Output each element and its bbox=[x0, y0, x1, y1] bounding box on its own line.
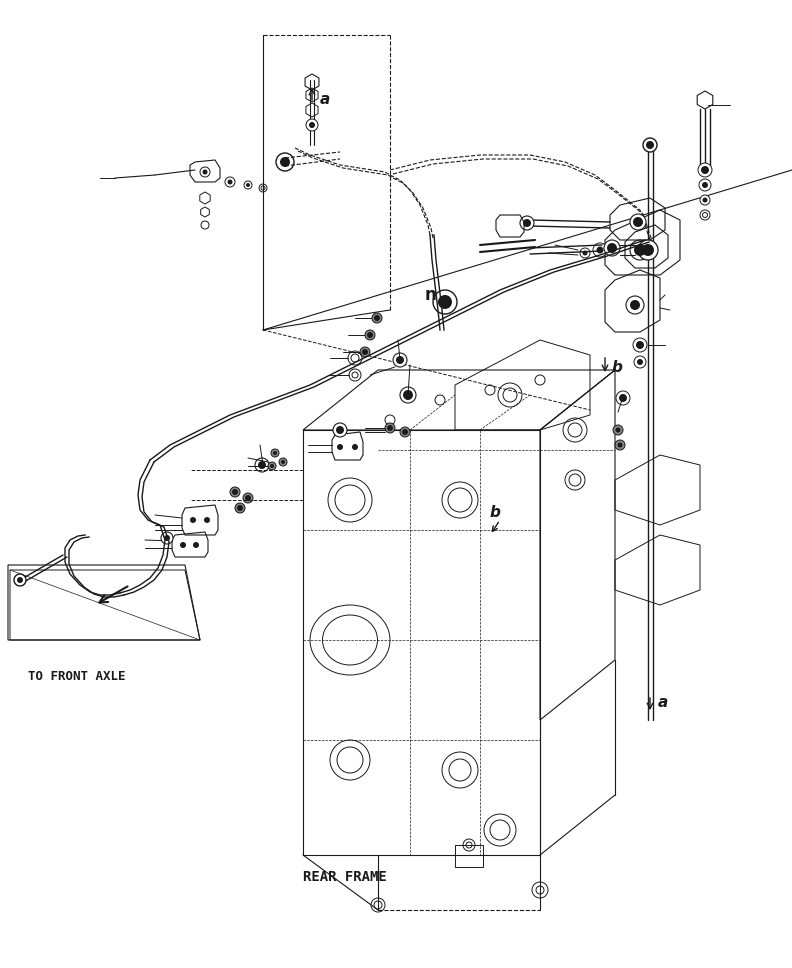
Circle shape bbox=[699, 179, 711, 191]
Circle shape bbox=[400, 427, 410, 437]
Circle shape bbox=[336, 426, 344, 434]
Circle shape bbox=[203, 169, 208, 174]
Circle shape bbox=[271, 449, 279, 457]
Circle shape bbox=[703, 197, 707, 202]
Circle shape bbox=[258, 461, 266, 469]
Circle shape bbox=[633, 217, 643, 227]
Circle shape bbox=[161, 532, 173, 544]
Circle shape bbox=[630, 300, 640, 310]
Circle shape bbox=[433, 290, 457, 314]
Circle shape bbox=[237, 505, 243, 511]
Circle shape bbox=[235, 503, 245, 513]
Circle shape bbox=[374, 315, 380, 321]
Circle shape bbox=[701, 166, 709, 174]
Circle shape bbox=[306, 119, 318, 131]
Circle shape bbox=[244, 181, 252, 189]
Circle shape bbox=[642, 244, 654, 256]
Circle shape bbox=[230, 487, 240, 497]
Text: b: b bbox=[612, 360, 623, 375]
Circle shape bbox=[636, 341, 644, 349]
Circle shape bbox=[385, 423, 395, 433]
Circle shape bbox=[352, 444, 358, 450]
Circle shape bbox=[596, 247, 604, 254]
Circle shape bbox=[367, 332, 373, 338]
Circle shape bbox=[700, 195, 710, 205]
Circle shape bbox=[615, 428, 620, 433]
Circle shape bbox=[362, 349, 368, 355]
Text: REAR FRAME: REAR FRAME bbox=[303, 870, 386, 884]
Circle shape bbox=[637, 359, 643, 365]
Circle shape bbox=[372, 313, 382, 323]
Circle shape bbox=[14, 574, 26, 586]
Circle shape bbox=[523, 219, 531, 227]
Circle shape bbox=[633, 338, 647, 352]
Circle shape bbox=[365, 330, 375, 340]
Bar bbox=[455, 845, 483, 867]
Circle shape bbox=[227, 179, 233, 185]
Circle shape bbox=[270, 464, 274, 468]
Circle shape bbox=[438, 295, 452, 309]
Circle shape bbox=[634, 356, 646, 368]
Circle shape bbox=[646, 141, 654, 149]
Circle shape bbox=[580, 248, 590, 258]
Circle shape bbox=[333, 423, 347, 437]
Circle shape bbox=[618, 442, 623, 447]
Circle shape bbox=[604, 240, 620, 256]
Circle shape bbox=[630, 214, 646, 230]
Circle shape bbox=[698, 163, 712, 177]
Circle shape bbox=[279, 458, 287, 466]
Circle shape bbox=[643, 138, 657, 152]
Circle shape bbox=[607, 243, 617, 253]
Circle shape bbox=[613, 425, 623, 435]
Circle shape bbox=[190, 517, 196, 523]
Circle shape bbox=[393, 353, 407, 367]
Circle shape bbox=[273, 451, 277, 455]
Circle shape bbox=[200, 167, 210, 177]
Circle shape bbox=[225, 177, 235, 187]
Circle shape bbox=[17, 577, 23, 583]
Circle shape bbox=[243, 493, 253, 503]
Circle shape bbox=[268, 462, 276, 470]
Circle shape bbox=[164, 535, 170, 541]
Circle shape bbox=[255, 458, 269, 472]
Circle shape bbox=[204, 517, 210, 523]
Circle shape bbox=[615, 440, 625, 450]
Circle shape bbox=[630, 240, 650, 260]
Circle shape bbox=[180, 542, 186, 548]
Circle shape bbox=[281, 460, 285, 464]
Circle shape bbox=[246, 183, 250, 187]
Circle shape bbox=[402, 429, 408, 435]
Circle shape bbox=[337, 444, 343, 450]
Circle shape bbox=[702, 182, 708, 188]
Circle shape bbox=[626, 296, 644, 314]
Circle shape bbox=[400, 387, 416, 403]
Circle shape bbox=[245, 495, 251, 501]
Circle shape bbox=[616, 391, 630, 405]
Circle shape bbox=[193, 542, 199, 548]
Text: TO FRONT AXLE: TO FRONT AXLE bbox=[28, 670, 125, 683]
Circle shape bbox=[396, 356, 404, 364]
Circle shape bbox=[309, 122, 315, 128]
Circle shape bbox=[387, 425, 393, 431]
Circle shape bbox=[403, 390, 413, 400]
Circle shape bbox=[276, 153, 294, 171]
Circle shape bbox=[280, 157, 290, 167]
Circle shape bbox=[634, 244, 646, 256]
Circle shape bbox=[360, 347, 370, 357]
Circle shape bbox=[582, 251, 588, 256]
Circle shape bbox=[619, 394, 627, 402]
Text: n: n bbox=[425, 286, 436, 304]
Circle shape bbox=[232, 489, 238, 495]
Circle shape bbox=[520, 216, 534, 230]
Text: b: b bbox=[490, 505, 501, 520]
Text: a: a bbox=[320, 93, 330, 107]
Text: a: a bbox=[658, 695, 668, 710]
Circle shape bbox=[593, 243, 607, 257]
Circle shape bbox=[638, 240, 658, 260]
